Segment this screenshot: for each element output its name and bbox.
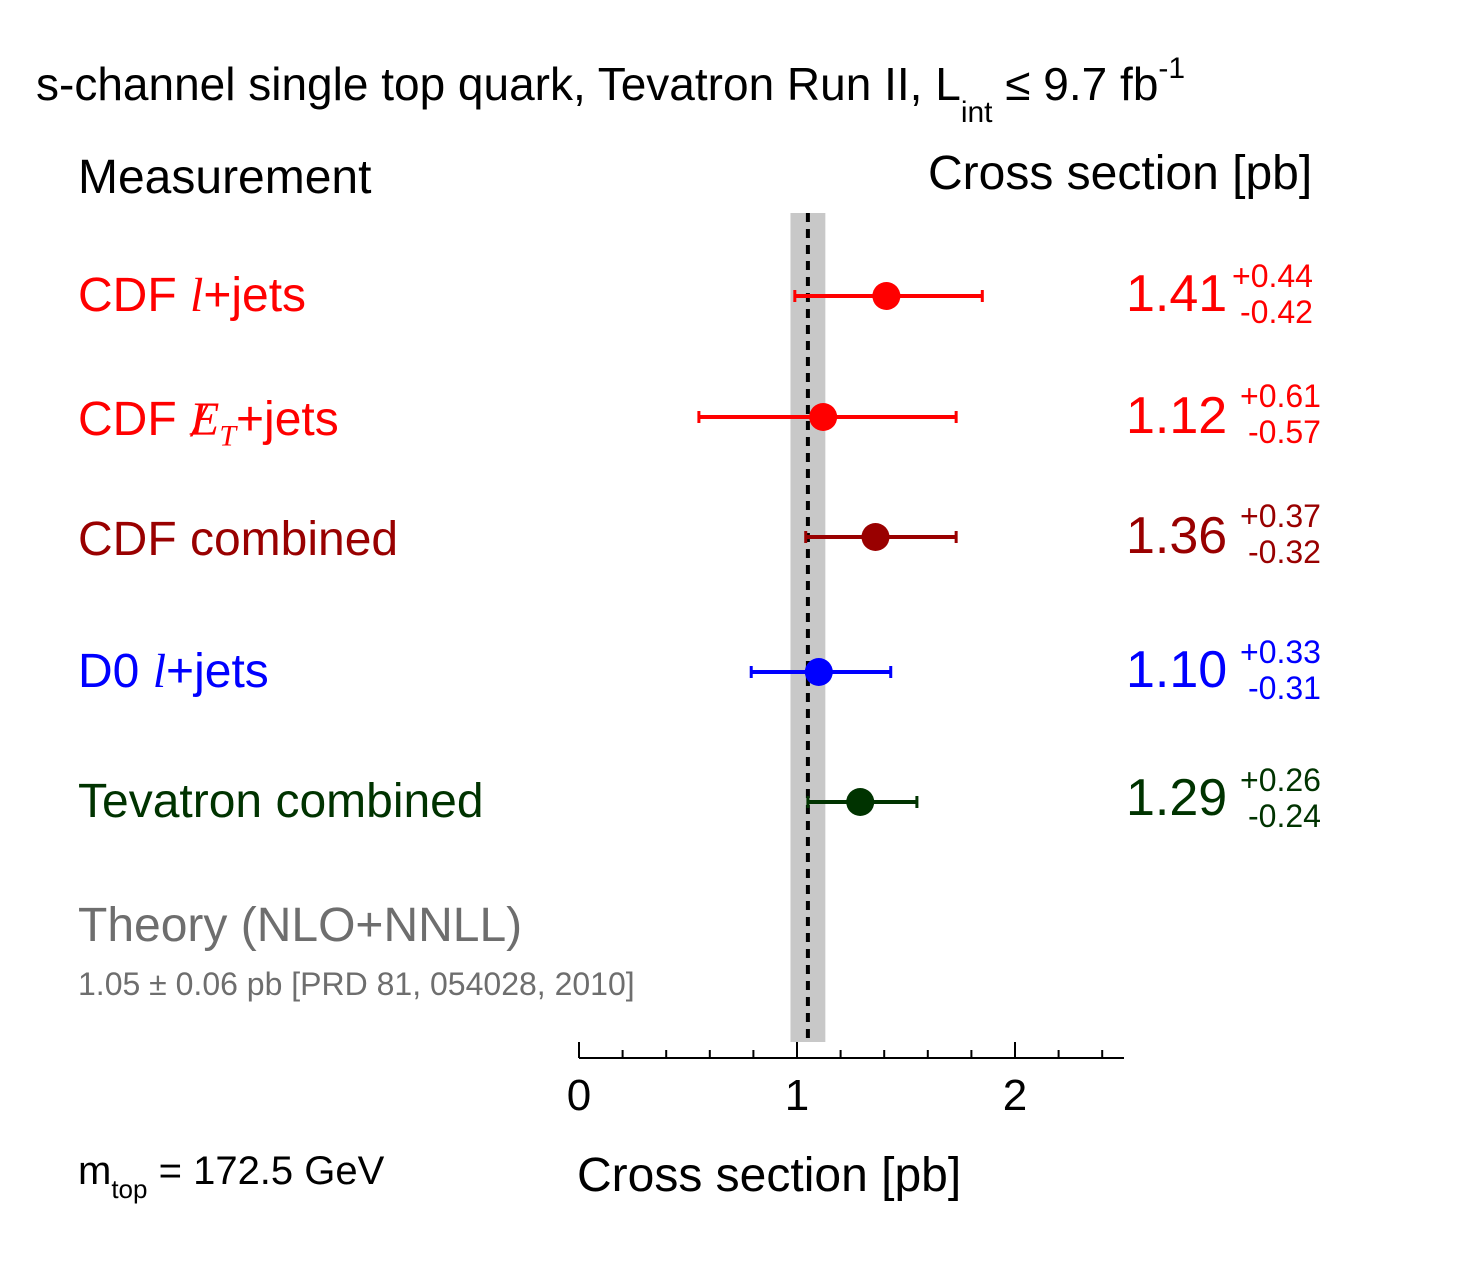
top-mass-note: mtop = 172.5 GeV <box>78 1149 385 1204</box>
theory-reference: 1.05 ± 0.06 pb [PRD 81, 054028, 2010] <box>78 966 635 1002</box>
label-cdf-ljets: CDF l+jets <box>78 269 307 322</box>
measurement-header: Measurement <box>78 151 372 204</box>
value-cdf-ljets: 1.41 <box>1126 265 1228 323</box>
tick-label: 2 <box>1003 1071 1027 1120</box>
errors-tevatron-combined: +0.26 -0.24 <box>1240 762 1321 834</box>
data-point <box>809 403 838 431</box>
theory-label: Theory (NLO+NNLL) <box>78 899 523 952</box>
tick-label: 0 <box>567 1071 591 1120</box>
errors-cdf-combined: +0.37 -0.32 <box>1240 498 1321 570</box>
data-point <box>872 282 901 310</box>
data-point <box>804 658 833 686</box>
value-tevatron-combined: 1.29 <box>1126 769 1228 827</box>
value-d0-ljets: 1.10 <box>1126 641 1228 699</box>
label-cdf-met-jets: CDF / ET+jets <box>78 393 339 453</box>
errors-cdf-ljets: +0.44 -0.42 <box>1232 258 1313 330</box>
data-point <box>861 523 890 551</box>
label-tevatron-combined: Tevatron combined <box>78 775 484 828</box>
value-cdf-met-jets: 1.12 <box>1126 387 1228 445</box>
errors-cdf-met-jets: +0.61 -0.57 <box>1240 378 1321 450</box>
errors-d0-ljets: +0.33 -0.31 <box>1240 634 1321 706</box>
chart-title: s-channel single top quark, Tevatron Run… <box>36 52 1186 129</box>
data-point <box>846 788 875 816</box>
met-symbol: / ET <box>189 393 236 453</box>
label-d0-ljets: D0 l+jets <box>78 645 269 698</box>
value-cdf-combined: 1.36 <box>1126 507 1228 565</box>
cross-section-header: Cross section [pb] <box>928 147 1313 200</box>
tick-label: 1 <box>785 1071 809 1120</box>
x-axis-label: Cross section [pb] <box>577 1149 962 1202</box>
label-cdf-combined: CDF combined <box>78 513 399 566</box>
